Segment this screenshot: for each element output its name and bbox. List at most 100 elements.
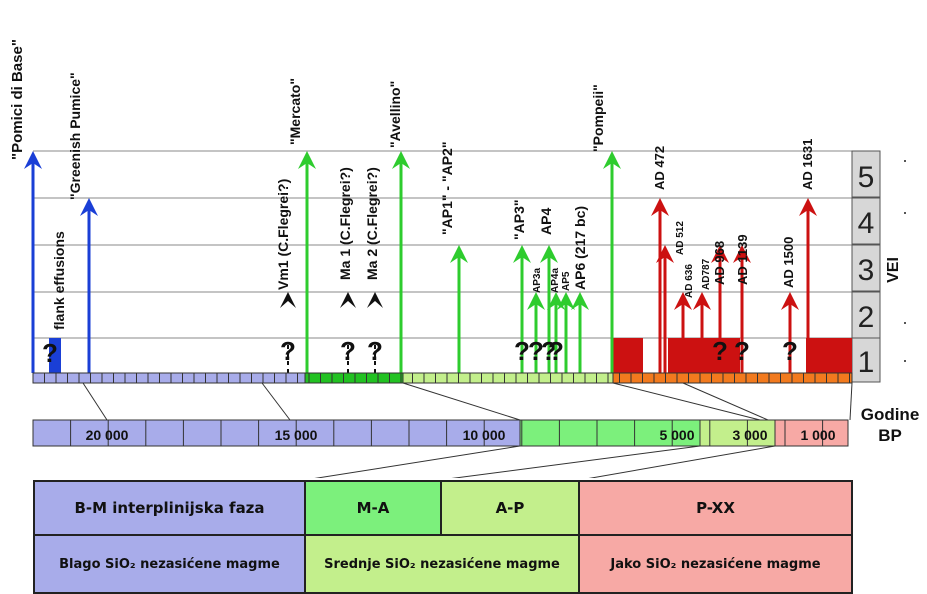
event-24: AD 1631 bbox=[799, 139, 817, 373]
event-2: "Greenish Pumice" bbox=[67, 72, 98, 373]
event-label: AD 472 bbox=[652, 146, 667, 190]
event-19: AD 636 bbox=[674, 264, 695, 373]
x-tick-3000: 3 000 bbox=[732, 427, 767, 443]
x-tick-20000: 20 000 bbox=[86, 427, 129, 443]
vei-tick-4: 4 bbox=[858, 207, 875, 240]
connector-lines bbox=[82, 382, 853, 478]
phase-ma-desc-text: Srednje SiO₂ nezasićene magme bbox=[324, 556, 560, 572]
x-tick-10000: 10 000 bbox=[463, 427, 506, 443]
event-23: ? AD 1500 bbox=[781, 237, 799, 373]
lower-time-axis: 20 000 15 000 10 000 5 000 3 000 1 000 bbox=[32, 419, 849, 447]
event-16: "Pompeii" bbox=[590, 84, 621, 373]
phase-ap-label: A-P bbox=[495, 499, 525, 517]
event-14: AP5 bbox=[557, 271, 575, 373]
event-arrowhead bbox=[781, 292, 799, 310]
x-axis-label-line1: Godine bbox=[861, 405, 920, 424]
phase-bm-label: B-M interplinijska faza bbox=[74, 499, 265, 517]
phase-bm-name: B-M interplinijska faza bbox=[33, 480, 306, 536]
event-label: Ma 1 (C.Flegrei?) bbox=[337, 167, 353, 280]
event-4: ? Vm1 (C.Flegrei?) bbox=[275, 179, 296, 373]
event-arrowhead bbox=[80, 198, 98, 216]
event-22: ? AD 1139 bbox=[733, 234, 751, 373]
event-arrowhead bbox=[24, 151, 42, 169]
event-label: AD787 bbox=[701, 258, 712, 290]
event-label: "Greenish Pumice" bbox=[67, 72, 83, 200]
uncertain-question-mark: ? bbox=[528, 336, 544, 366]
phase-bm-desc: Blago SiO₂ nezasićene magme bbox=[33, 534, 306, 594]
upper-timeline-band bbox=[32, 372, 853, 384]
event-arrowhead bbox=[571, 292, 589, 310]
event-3: flank effusions bbox=[49, 231, 67, 373]
event-arrowhead bbox=[298, 151, 316, 169]
event-12: ? AP4 bbox=[538, 208, 558, 373]
event-arrowhead bbox=[693, 292, 711, 310]
event-chevron bbox=[340, 292, 356, 308]
event-label: "Pomici di Base" bbox=[9, 39, 26, 160]
event-label: AD 1139 bbox=[735, 234, 750, 285]
event-20: AD787 bbox=[693, 258, 712, 373]
phase-ma-ap-desc: Srednje SiO₂ nezasićene magme bbox=[304, 534, 580, 594]
event-arrowhead bbox=[651, 198, 669, 216]
event-label: "Pompeii" bbox=[590, 84, 606, 152]
event-arrowhead bbox=[711, 245, 729, 263]
event-label: AD 1631 bbox=[800, 139, 815, 190]
event-label: AP3a bbox=[532, 268, 543, 293]
uncertain-question-mark: ? bbox=[367, 336, 383, 366]
event-label: AP5 bbox=[561, 271, 572, 291]
uncertain-question-mark: ? bbox=[514, 336, 530, 366]
event-chevron bbox=[280, 292, 296, 308]
event-arrowhead bbox=[527, 292, 545, 310]
event-8: "Avellino" bbox=[387, 81, 410, 373]
phase-pxx-label: P-XX bbox=[696, 499, 735, 517]
event-arrowhead bbox=[557, 292, 575, 310]
x-axis-label-line2: BP bbox=[878, 426, 902, 445]
event-label: "AP3" bbox=[511, 199, 527, 240]
event-marker bbox=[49, 338, 61, 373]
event-markers: "Pomici di Base" "Greenish Pumice" flank e… bbox=[9, 39, 852, 373]
pxx-activity-block bbox=[613, 338, 643, 373]
vei-tick-1: 1 bbox=[858, 346, 875, 379]
event-arrowhead bbox=[513, 245, 531, 263]
event-15: AP6 (217 bc) bbox=[571, 206, 589, 373]
event-arrowhead bbox=[799, 198, 817, 216]
vei-scale: 5 4 3 2 1 VEI bbox=[851, 150, 906, 383]
phase-pxx-name: P-XX bbox=[578, 480, 853, 536]
x-tick-1000: 1 000 bbox=[800, 427, 835, 443]
event-arrowhead bbox=[656, 245, 674, 263]
event-label: AD 512 bbox=[675, 221, 686, 255]
uncertain-question-mark: ? bbox=[712, 336, 728, 366]
event-label: AP4 bbox=[538, 208, 554, 235]
x-tick-15000: 15 000 bbox=[275, 427, 318, 443]
vei-tick-3: 3 bbox=[858, 254, 875, 287]
phase-pxx-desc-text: Jako SiO₂ nezasićene magme bbox=[610, 556, 821, 572]
phase-ma-label: M-A bbox=[356, 499, 390, 517]
uncertain-question-mark: ? bbox=[734, 336, 750, 366]
vei-tick-2: 2 bbox=[858, 301, 875, 334]
event-label: flank effusions bbox=[51, 231, 67, 330]
uncertain-question-mark: ? bbox=[340, 336, 356, 366]
event-arrowhead bbox=[540, 245, 558, 263]
event-6: ? Ma 1 (C.Flegrei?) bbox=[337, 167, 356, 373]
event-arrowhead bbox=[733, 245, 751, 263]
event-arrowhead bbox=[392, 151, 410, 169]
event-label: AP6 (217 bc) bbox=[572, 206, 588, 290]
event-11: ? AP3a bbox=[527, 268, 545, 373]
phase-bm-desc-text: Blago SiO₂ nezasićene magme bbox=[59, 556, 280, 572]
event-label: AD 1500 bbox=[781, 237, 796, 288]
event-arrowhead bbox=[674, 292, 692, 310]
event-label: "AP1" - "AP2" bbox=[439, 142, 455, 235]
event-label: "Avellino" bbox=[387, 81, 403, 148]
event-21: ? AD 968 bbox=[711, 241, 729, 373]
event-arrowhead bbox=[450, 245, 468, 263]
phase-table: B-M interplinijska faza M-A A-P P-XX Bla… bbox=[33, 480, 853, 594]
event-chevron bbox=[367, 292, 383, 308]
vei-gridlines bbox=[33, 150, 852, 339]
vei-tick-5: 5 bbox=[858, 161, 875, 194]
phase-ap-name: A-P bbox=[440, 480, 580, 536]
pxx-activity-block bbox=[806, 338, 852, 373]
vei-axis-label: VEI bbox=[885, 257, 902, 283]
chart: 5 4 3 2 1 VEI "Pomici di Base" "Greenish … bbox=[9, 39, 920, 478]
event-5: "Mercato" bbox=[287, 78, 316, 373]
event-18: AD 512 bbox=[656, 221, 686, 373]
uncertain-question-mark: ? bbox=[548, 336, 564, 366]
